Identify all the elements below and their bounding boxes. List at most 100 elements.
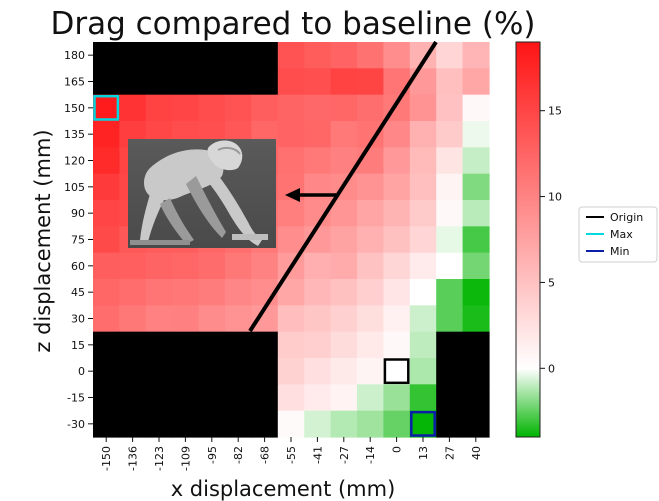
heatmap-cell [409,331,437,359]
heatmap-cell [409,121,437,148]
heatmap-cell [251,94,279,122]
heatmap-cell [225,305,252,333]
heatmap-cell [436,331,464,359]
heatmap-cell [436,252,464,280]
heatmap-cell [277,42,305,69]
y-tick-label: 105 [64,181,85,194]
heatmap-cell [277,121,305,148]
heatmap-cell [383,279,411,306]
heatmap-cell [251,331,279,359]
colorbar: 0 5 10 15 [515,41,562,438]
heatmap-cell [330,42,358,69]
x-tick-label: 27 [443,446,456,460]
y-tick-label: -30 [67,418,85,431]
heatmap-cell [436,305,464,333]
heatmap-cell [119,305,147,333]
x-tick-label: -150 [100,446,113,471]
heatmap-cell [462,94,490,122]
heatmap-cell [330,121,358,148]
heatmap-cell [93,384,120,412]
x-tick-label: -41 [311,446,324,464]
heatmap-cell [225,68,252,96]
heatmap-cell [93,358,120,385]
y-tick-label: 0 [78,365,85,378]
direction-arrow-head [285,188,300,202]
heatmap-cell [357,384,384,412]
y-tick-label: 45 [71,286,85,299]
x-tick-label: -123 [153,446,166,471]
heatmap-cell [172,331,200,359]
heatmap-cell [93,279,120,306]
heatmap-cell [436,94,464,122]
heatmap-cell [119,279,147,306]
heatmap-cell [225,410,252,438]
x-tick-label: -27 [338,446,351,464]
heatmap-cell [462,331,490,359]
heatmap-cell [357,252,384,280]
max-marker [93,94,120,121]
heatmap-cell [304,331,332,359]
x-tick-label: 13 [417,446,430,460]
heatmap-cell [462,226,490,254]
heatmap-cell [304,94,332,122]
legend-label: Min [610,245,630,258]
heatmap-cell [251,384,279,412]
heatmap-cell [119,384,147,412]
heatmap-cell [145,68,173,96]
heatmap-cell [409,305,437,333]
heatmap-cell [357,68,384,96]
y-tick-label: 150 [64,102,85,115]
heatmap-cell [119,252,147,280]
heatmap-cell [330,252,358,280]
heatmap-cell [145,410,173,438]
heatmap-cell [409,226,437,254]
heatmap-cell [251,42,279,69]
heatmap-cell [462,279,490,306]
legend-box [578,206,658,263]
heatmap-cell [383,42,411,69]
x-ticks: -150 -136 -123 -109 -95 -82 -68 -55 -41 -27 -14 0 13… [100,437,483,471]
legend-label: Origin [610,211,643,224]
heatmap-cell [172,305,200,333]
heatmap-cell [304,42,332,69]
heatmap-cell [277,68,305,96]
heatmap-cell [409,200,437,227]
heatmap-cell [251,68,279,96]
heatmap-cell [409,358,437,385]
heatmap-cell [225,94,252,122]
heatmap-cell [198,305,226,333]
heatmap-cell [93,200,120,227]
heatmap-cell [304,384,332,412]
heatmap-cell [357,305,384,333]
heatmap-cell [93,226,120,254]
heatmap-cell [198,42,226,69]
origin-marker [383,358,410,385]
heatmap-cell [251,358,279,385]
heatmap-cell [198,384,226,412]
heatmap-cell [145,358,173,385]
heatmap-cell [409,173,437,201]
heatmap-cell [93,331,120,359]
heatmap-overlays [93,40,438,437]
heatmap-cell [409,147,437,175]
heatmap-cell [383,200,411,227]
heatmap-cell [198,94,226,122]
heatmap-cell [436,42,464,69]
heatmap-cell [225,252,252,280]
heatmap-cell [93,42,120,69]
heatmap-cell [93,94,120,122]
heatmap-cell [225,331,252,359]
heatmap-cell [409,384,437,412]
heatmap-cell [383,226,411,254]
heatmap-cell [462,68,490,96]
x-tick-label: -95 [206,446,219,464]
heatmap-cell [462,42,490,69]
min-marker [410,410,436,437]
heatmap-cell [357,331,384,359]
heatmap-cell [462,410,490,438]
heatmap-cell [462,305,490,333]
heatmap-cell [277,226,305,254]
x-tick-label: -82 [232,446,245,464]
x-tick-label: -14 [364,446,377,464]
